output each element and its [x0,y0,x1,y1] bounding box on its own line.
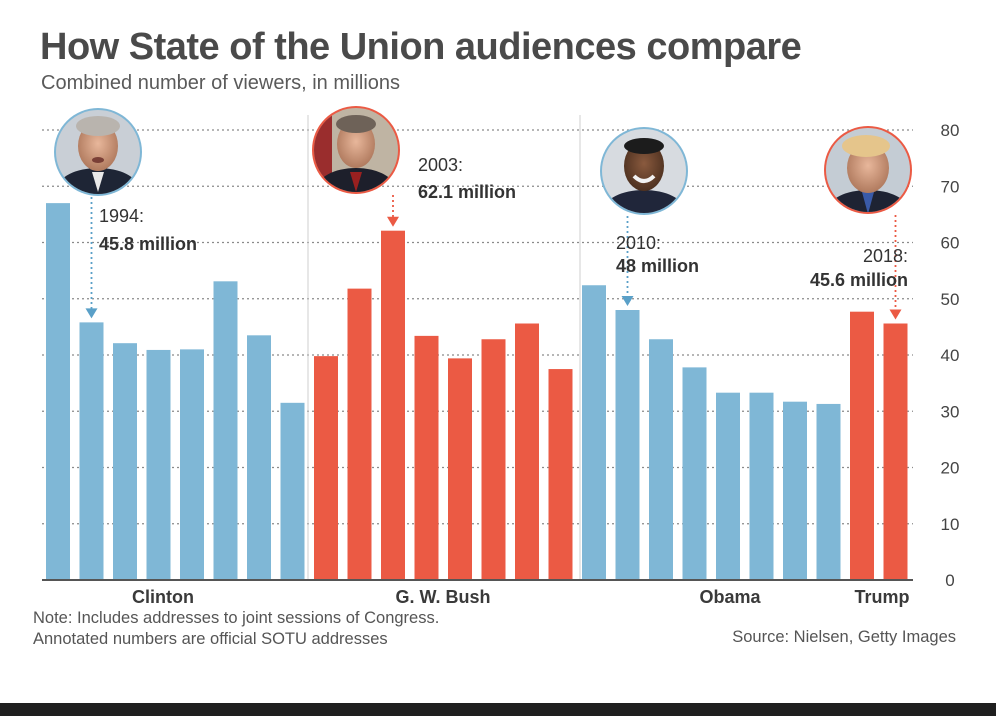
bar-obama-3 [649,339,673,580]
clinton-portrait [54,108,142,196]
bars [46,203,908,580]
bar-g-w-bush-2 [347,288,372,580]
annotation-year-2018: 2018: [863,246,908,266]
chart-title: How State of the Union audiences compare [40,26,802,68]
annotation-arrow-head-2 [387,216,399,227]
bar-clinton-5 [180,349,204,580]
bar-g-w-bush-6 [481,339,506,580]
y-tick-30: 30 [941,402,960,421]
y-tick-70: 70 [941,177,960,196]
bar-obama-5 [716,392,740,580]
bar-g-w-bush-1 [314,356,338,580]
y-tick-40: 40 [941,346,960,365]
bar-obama-1 [582,285,606,580]
obama-portrait [600,127,688,215]
note-line-2: Annotated numbers are official SOTU addr… [33,630,388,648]
portraits [54,106,912,215]
group-label-clinton: Clinton [132,587,194,607]
y-tick-80: 80 [941,121,960,140]
note-line-1: Note: Includes addresses to joint sessio… [33,609,440,627]
group-label-trump: Trump [854,587,909,607]
chart-note: Note: Includes addresses to joint sessio… [33,608,439,650]
chart-source: Source: Nielsen, Getty Images [732,628,956,646]
annotation-year-2003: 2003: [418,155,463,175]
bar-clinton-6 [213,281,238,580]
annotation-value-2018: 45.6 million [810,270,908,290]
annotation-value-1994: 45.8 million [99,234,197,254]
bar-g-w-bush-5 [448,358,472,580]
bar-clinton-1 [46,203,70,580]
group-label-obama: Obama [699,587,761,607]
bottom-bar [0,703,996,716]
trump-portrait [824,126,912,214]
annotation-arrows [85,195,902,320]
bar-obama-7 [783,401,807,580]
annotation-arrow-head-1 [85,308,98,319]
group-labels: Clinton G. W. Bush Obama Trump [132,587,910,607]
chart-subtitle: Combined number of viewers, in millions [41,72,401,94]
annotations: 1994: 45.8 million 2003: 62.1 million 20… [99,155,908,290]
bar-clinton-8 [280,402,305,580]
bar-clinton-2 [79,322,104,580]
bush-portrait [312,106,400,194]
y-tick-10: 10 [941,515,960,534]
bar-trump-2 [883,323,908,580]
bar-g-w-bush-4 [414,335,439,580]
bar-obama-8 [816,403,841,580]
annotation-value-2010: 48 million [616,256,699,276]
annotation-year-1994: 1994: [99,206,144,226]
y-axis-ticks: 0 10 20 30 40 50 60 70 80 [941,121,960,590]
y-tick-0: 0 [945,571,954,590]
bar-clinton-3 [113,343,137,580]
y-tick-60: 60 [941,234,960,253]
bar-g-w-bush-3 [381,230,405,580]
bar-obama-4 [682,367,707,580]
bar-clinton-7 [247,335,271,580]
axes [42,115,913,581]
annotation-year-2010: 2010: [616,233,661,253]
group-label-bush: G. W. Bush [395,587,490,607]
bar-obama-2 [615,310,640,580]
y-tick-50: 50 [941,290,960,309]
annotation-value-2003: 62.1 million [418,182,516,202]
y-tick-20: 20 [941,459,960,478]
annotation-arrow-head-4 [889,309,902,320]
bar-clinton-4 [146,349,171,580]
bar-g-w-bush-8 [548,369,573,580]
bar-g-w-bush-7 [515,323,539,580]
annotation-arrow-head-3 [621,296,634,306]
bar-trump-1 [850,311,874,580]
bar-obama-6 [749,392,774,580]
